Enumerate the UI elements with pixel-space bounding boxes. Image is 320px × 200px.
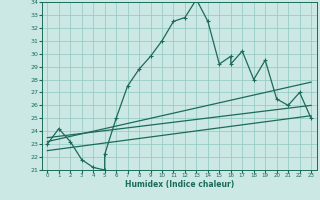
X-axis label: Humidex (Indice chaleur): Humidex (Indice chaleur)	[124, 180, 234, 189]
